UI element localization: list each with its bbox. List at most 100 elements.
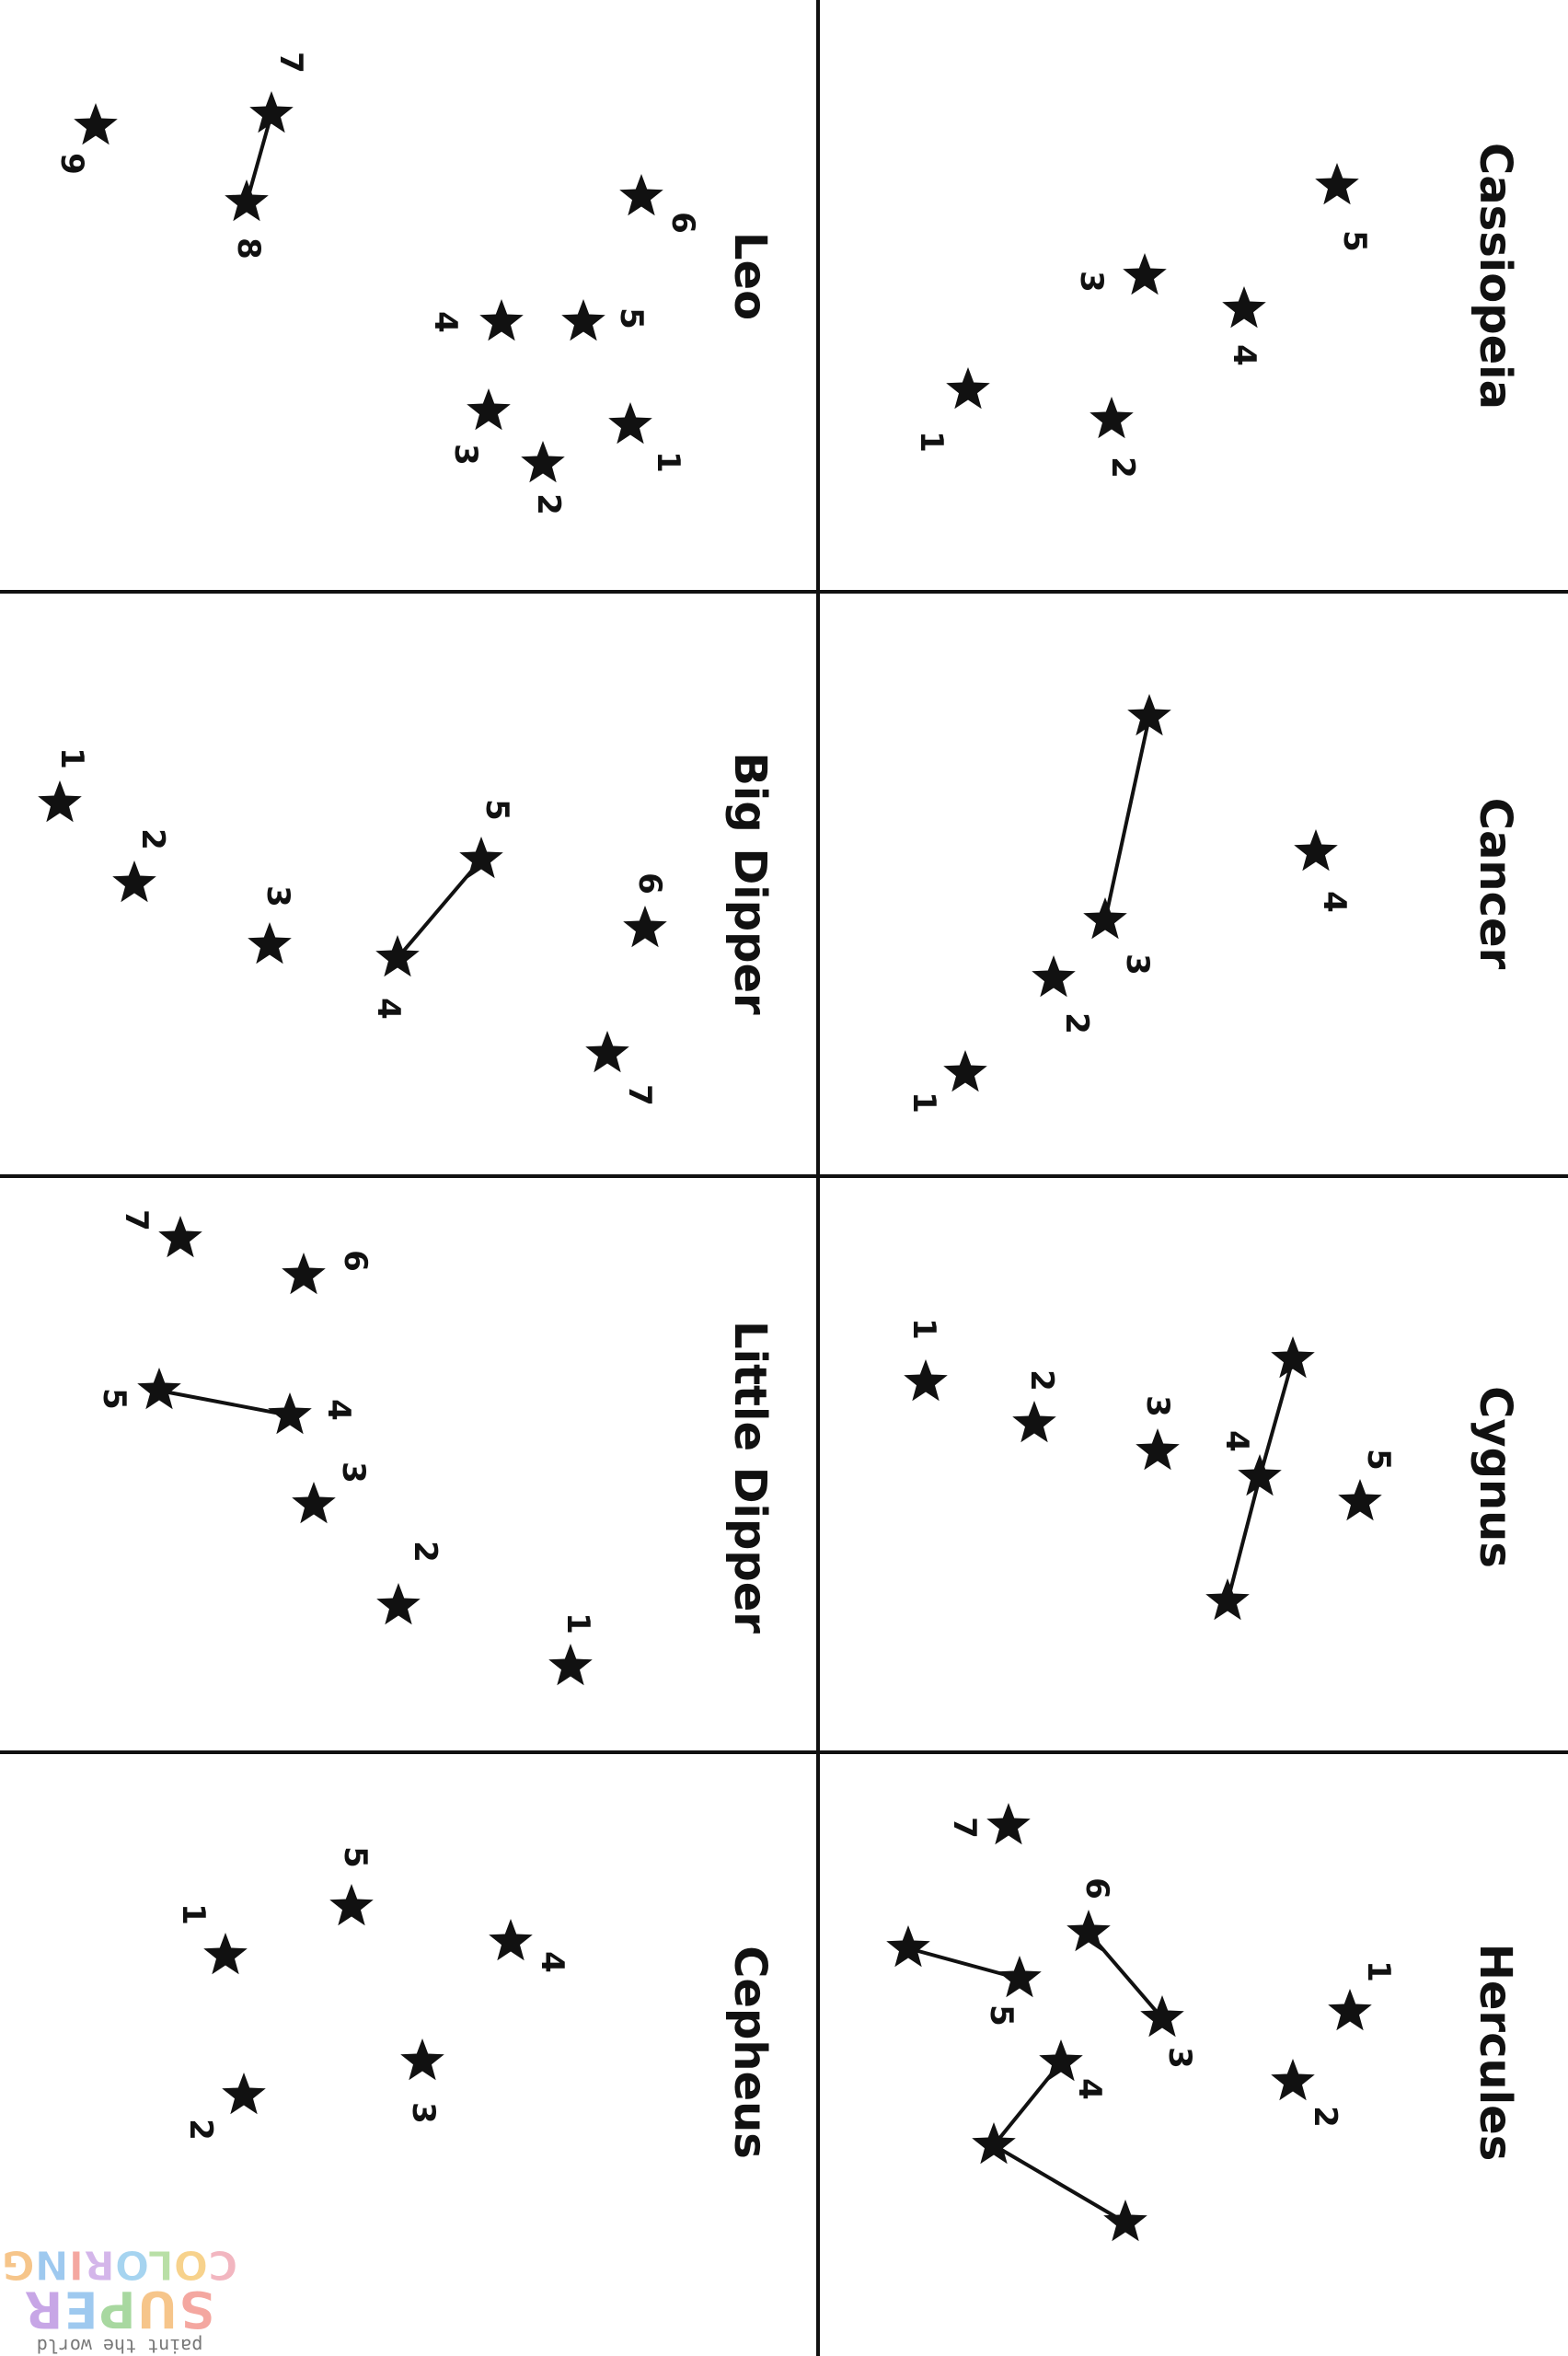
star-number-label: 4	[1218, 1430, 1255, 1452]
star-icon[interactable]	[376, 1583, 421, 1625]
star-number-label: 1	[905, 1091, 942, 1114]
star-number-label: 5	[1360, 1449, 1397, 1471]
star-number-label: 7	[946, 1817, 983, 1839]
star-icon[interactable]	[38, 780, 82, 823]
star-number-label: 1	[1360, 1960, 1397, 1982]
watermark-super: SUPER	[24, 2279, 215, 2339]
star-icon[interactable]	[1039, 2039, 1083, 2082]
star-number-label: 5	[613, 307, 650, 329]
star-number-label: 2	[134, 828, 171, 850]
watermark-coloring: COLORING	[2, 2241, 238, 2288]
star-number-label: 5	[1336, 230, 1373, 252]
star-icon[interactable]	[282, 1253, 326, 1295]
star-icon[interactable]	[112, 860, 156, 903]
star-icon[interactable]	[479, 299, 524, 341]
star-number-label: 2	[1058, 1012, 1095, 1034]
star-icon[interactable]	[904, 1359, 948, 1402]
star-icon[interactable]	[74, 103, 118, 145]
star-icon[interactable]	[623, 906, 667, 948]
star-icon[interactable]	[1066, 1910, 1111, 1952]
star-icon[interactable]	[561, 299, 605, 341]
star-icon[interactable]	[608, 402, 652, 445]
star-icon[interactable]	[203, 1933, 248, 1975]
star-icon[interactable]	[329, 1884, 374, 1926]
star-icon[interactable]	[137, 1368, 181, 1410]
star-icon[interactable]	[943, 1050, 987, 1092]
star-icon[interactable]	[946, 367, 990, 410]
constellation-title: Hercules	[1470, 1944, 1521, 2162]
star-icon[interactable]	[459, 837, 503, 879]
star-icon[interactable]	[1338, 1479, 1382, 1521]
star-number-label: 7	[621, 1084, 658, 1106]
star-icon[interactable]	[1271, 1336, 1315, 1379]
star-number-label: 7	[118, 1209, 155, 1231]
star-icon[interactable]	[986, 1803, 1031, 1845]
panels: 1 2 3 4 5 Cassiopeia 1 2 3 4 5 6 7 8 9 Leo 1 2 3 4 Cancer 1 2 3…	[38, 52, 1521, 2242]
star-number-label: 4	[1226, 344, 1262, 366]
star-number-label: 4	[370, 998, 407, 1020]
star-icon[interactable]	[1205, 1578, 1250, 1621]
star-icon[interactable]	[1222, 286, 1266, 329]
star-icon[interactable]	[1103, 2200, 1147, 2242]
star-icon[interactable]	[1238, 1454, 1282, 1496]
star-icon[interactable]	[1315, 163, 1359, 205]
panel-little-dipper: 1 2 3 4 5 6 7 Little Dipper	[96, 1209, 776, 1686]
star-icon[interactable]	[489, 1919, 533, 1961]
star-icon[interactable]	[1083, 897, 1127, 940]
star-icon[interactable]	[1328, 1989, 1372, 2031]
star-icon[interactable]	[886, 1925, 930, 1968]
constellation-title: Cassiopeia	[1470, 143, 1521, 410]
star-icon[interactable]	[1294, 829, 1338, 872]
star-number-label: 5	[337, 1846, 374, 1868]
star-icon[interactable]	[222, 2073, 266, 2115]
star-icon[interactable]	[292, 1482, 336, 1524]
star-number-label: 3	[447, 444, 484, 466]
star-icon[interactable]	[1090, 397, 1134, 439]
star-number-label: 1	[650, 451, 686, 473]
constellation-title: Little Dipper	[724, 1321, 776, 1634]
star-number-label: 8	[230, 237, 267, 260]
star-icon[interactable]	[972, 2122, 1016, 2165]
star-number-label: 2	[1307, 2106, 1343, 2128]
star-icon[interactable]	[400, 2038, 444, 2081]
star-number-label: 6	[337, 1250, 374, 1272]
star-icon[interactable]	[268, 1392, 312, 1435]
star-number-label: 5	[983, 2004, 1020, 2027]
star-icon[interactable]	[1012, 1401, 1056, 1443]
star-number-label: 2	[1104, 456, 1141, 479]
star-icon[interactable]	[1271, 2059, 1315, 2101]
connect-line-hercules-1	[992, 2143, 1127, 2224]
star-icon[interactable]	[585, 1031, 629, 1073]
star-number-label: 4	[1071, 2078, 1108, 2100]
connect-line-cygnus-0	[1258, 1358, 1295, 1478]
star-number-label: 4	[534, 1951, 571, 1973]
star-icon[interactable]	[225, 179, 269, 222]
star-icon[interactable]	[248, 922, 292, 964]
star-icon[interactable]	[1032, 955, 1076, 998]
star-icon[interactable]	[467, 388, 511, 431]
star-icon[interactable]	[1123, 253, 1167, 295]
watermark-tagline: paint the world	[37, 2335, 203, 2356]
star-number-label: 2	[1023, 1369, 1060, 1392]
star-icon[interactable]	[1136, 1428, 1180, 1471]
star-icon[interactable]	[548, 1644, 593, 1686]
star-number-label: 6	[664, 212, 701, 234]
star-number-label: 6	[631, 872, 668, 895]
constellation-title: Leo	[724, 232, 776, 320]
star-number-label: 6	[1078, 1877, 1115, 1900]
constellation-title: Cygnus	[1470, 1386, 1521, 1568]
star-icon[interactable]	[158, 1216, 202, 1258]
star-icon[interactable]	[1140, 1995, 1184, 2038]
star-icon[interactable]	[521, 441, 565, 483]
star-number-label: 4	[1316, 891, 1353, 913]
star-icon[interactable]	[997, 1956, 1042, 1998]
star-icon[interactable]	[1127, 694, 1171, 736]
star-number-label: 1	[53, 747, 90, 769]
star-icon[interactable]	[249, 91, 294, 133]
star-number-label: 9	[53, 153, 90, 175]
panel-cepheus: 1 2 3 4 5 Cepheus	[175, 1846, 776, 2159]
star-icon[interactable]	[619, 174, 663, 216]
star-icon[interactable]	[375, 935, 420, 977]
